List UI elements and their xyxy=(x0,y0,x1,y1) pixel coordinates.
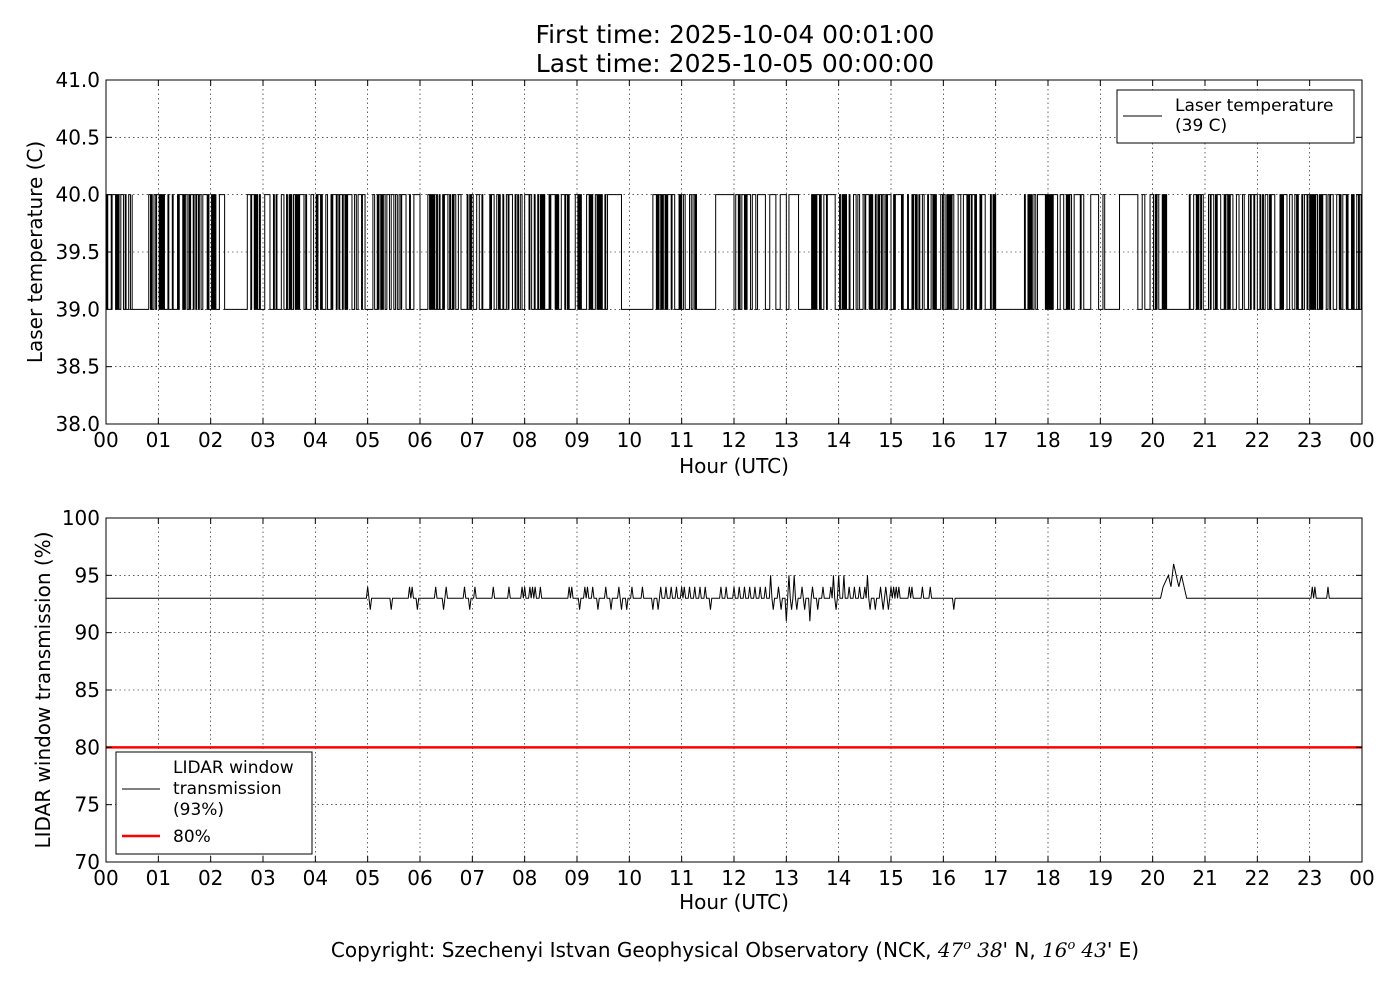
x-tick-label: 00 xyxy=(1349,428,1374,452)
lidar-transmission-line xyxy=(106,563,1362,622)
x-tick-label: 07 xyxy=(460,866,485,890)
x-tick-label: 03 xyxy=(250,866,275,890)
laser-temperature-line xyxy=(106,194,1362,310)
x-tick-label: 01 xyxy=(146,866,171,890)
x-tick-label: 12 xyxy=(721,428,746,452)
x-tick-label: 08 xyxy=(512,866,537,890)
x-tick-label: 15 xyxy=(878,428,903,452)
x-tick-label: 18 xyxy=(1035,428,1060,452)
x-tick-label: 06 xyxy=(407,428,432,452)
y-tick-label: 70 xyxy=(75,850,100,874)
x-tick-label: 08 xyxy=(512,428,537,452)
x-tick-label: 02 xyxy=(198,866,223,890)
x-tick-label: 19 xyxy=(1088,866,1113,890)
x-tick-label: 10 xyxy=(617,866,642,890)
x-tick-label: 11 xyxy=(669,428,694,452)
title-line-2: Last time: 2025-10-05 00:00:00 xyxy=(536,49,934,78)
y-tick-label: 75 xyxy=(75,793,100,817)
x-tick-label: 18 xyxy=(1035,866,1060,890)
y-tick-label: 40.5 xyxy=(55,125,100,149)
x-tick-label: 01 xyxy=(146,428,171,452)
laser-temperature-chart: 00 01 02 03 04 05 06 07 08 09 10 11 12 13 14 15 16 17 18 19… xyxy=(23,68,1375,478)
x-tick-label: 06 xyxy=(407,866,432,890)
legend-label-line-2: (39 C) xyxy=(1175,116,1227,136)
legend-label-line-2: transmission xyxy=(173,779,282,799)
copyright-text: Copyright: Szechenyi Istvan Geophysical … xyxy=(331,938,1139,962)
y-tick-label: 40.0 xyxy=(55,183,100,207)
x-tick-label: 17 xyxy=(983,428,1008,452)
x-tick-label: 02 xyxy=(198,428,223,452)
x-tick-label: 07 xyxy=(460,428,485,452)
x-tick-label: 16 xyxy=(931,866,956,890)
y-axis-label: Laser temperature (C) xyxy=(23,141,47,363)
legend-label-80-percent: 80% xyxy=(173,827,211,847)
x-tick-label: 15 xyxy=(878,866,903,890)
legend-label-line-1: LIDAR window xyxy=(173,758,294,778)
y-axis-label: LIDAR window transmission (%) xyxy=(31,532,55,849)
y-tick-label: 38.5 xyxy=(55,355,100,379)
x-tick-label: 09 xyxy=(564,866,589,890)
lidar-transmission-chart: 00 01 02 03 04 05 06 07 08 09 10 11 12 13 14 15 16 17 18 19… xyxy=(31,506,1375,914)
x-tick-label: 21 xyxy=(1192,428,1217,452)
x-tick-label: 00 xyxy=(93,428,118,452)
legend-label-line-3: (93%) xyxy=(173,800,224,820)
x-axis-label: Hour (UTC) xyxy=(679,890,789,914)
y-tick-label: 85 xyxy=(75,678,100,702)
x-tick-label: 13 xyxy=(774,866,799,890)
x-tick-label: 03 xyxy=(250,428,275,452)
x-tick-label: 23 xyxy=(1297,428,1322,452)
y-tick-label: 39.0 xyxy=(55,297,100,321)
y-tick-label: 38.0 xyxy=(55,412,100,436)
x-tick-label: 16 xyxy=(931,428,956,452)
x-tick-label: 23 xyxy=(1297,866,1322,890)
x-tick-label: 00 xyxy=(1349,866,1374,890)
x-tick-label: 20 xyxy=(1140,866,1165,890)
x-tick-label: 05 xyxy=(355,866,380,890)
y-tick-label: 100 xyxy=(62,506,100,530)
x-tick-label: 10 xyxy=(617,428,642,452)
x-tick-label: 04 xyxy=(303,866,328,890)
x-tick-label: 05 xyxy=(355,428,380,452)
x-tick-label: 22 xyxy=(1245,428,1270,452)
x-tick-label: 11 xyxy=(669,866,694,890)
x-tick-label: 14 xyxy=(826,866,851,890)
legend-label-line-1: Laser temperature xyxy=(1175,96,1333,116)
x-axis-label: Hour (UTC) xyxy=(679,454,789,478)
y-tick-label: 95 xyxy=(75,563,100,587)
x-tick-label: 20 xyxy=(1140,428,1165,452)
y-tick-label: 80 xyxy=(75,735,100,759)
y-tick-label: 41.0 xyxy=(55,68,100,92)
x-tick-label: 19 xyxy=(1088,428,1113,452)
x-tick-label: 12 xyxy=(721,866,746,890)
x-tick-label: 22 xyxy=(1245,866,1270,890)
x-tick-label: 17 xyxy=(983,866,1008,890)
x-tick-label: 04 xyxy=(303,428,328,452)
title-line-1: First time: 2025-10-04 00:01:00 xyxy=(536,20,935,49)
x-tick-label: 21 xyxy=(1192,866,1217,890)
y-tick-label: 90 xyxy=(75,621,100,645)
legend: Laser temperature(39 C) xyxy=(1116,89,1355,144)
x-tick-label: 13 xyxy=(774,428,799,452)
x-tick-label: 09 xyxy=(564,428,589,452)
y-tick-label: 39.5 xyxy=(55,240,100,264)
x-tick-label: 14 xyxy=(826,428,851,452)
x-tick-label: 00 xyxy=(93,866,118,890)
